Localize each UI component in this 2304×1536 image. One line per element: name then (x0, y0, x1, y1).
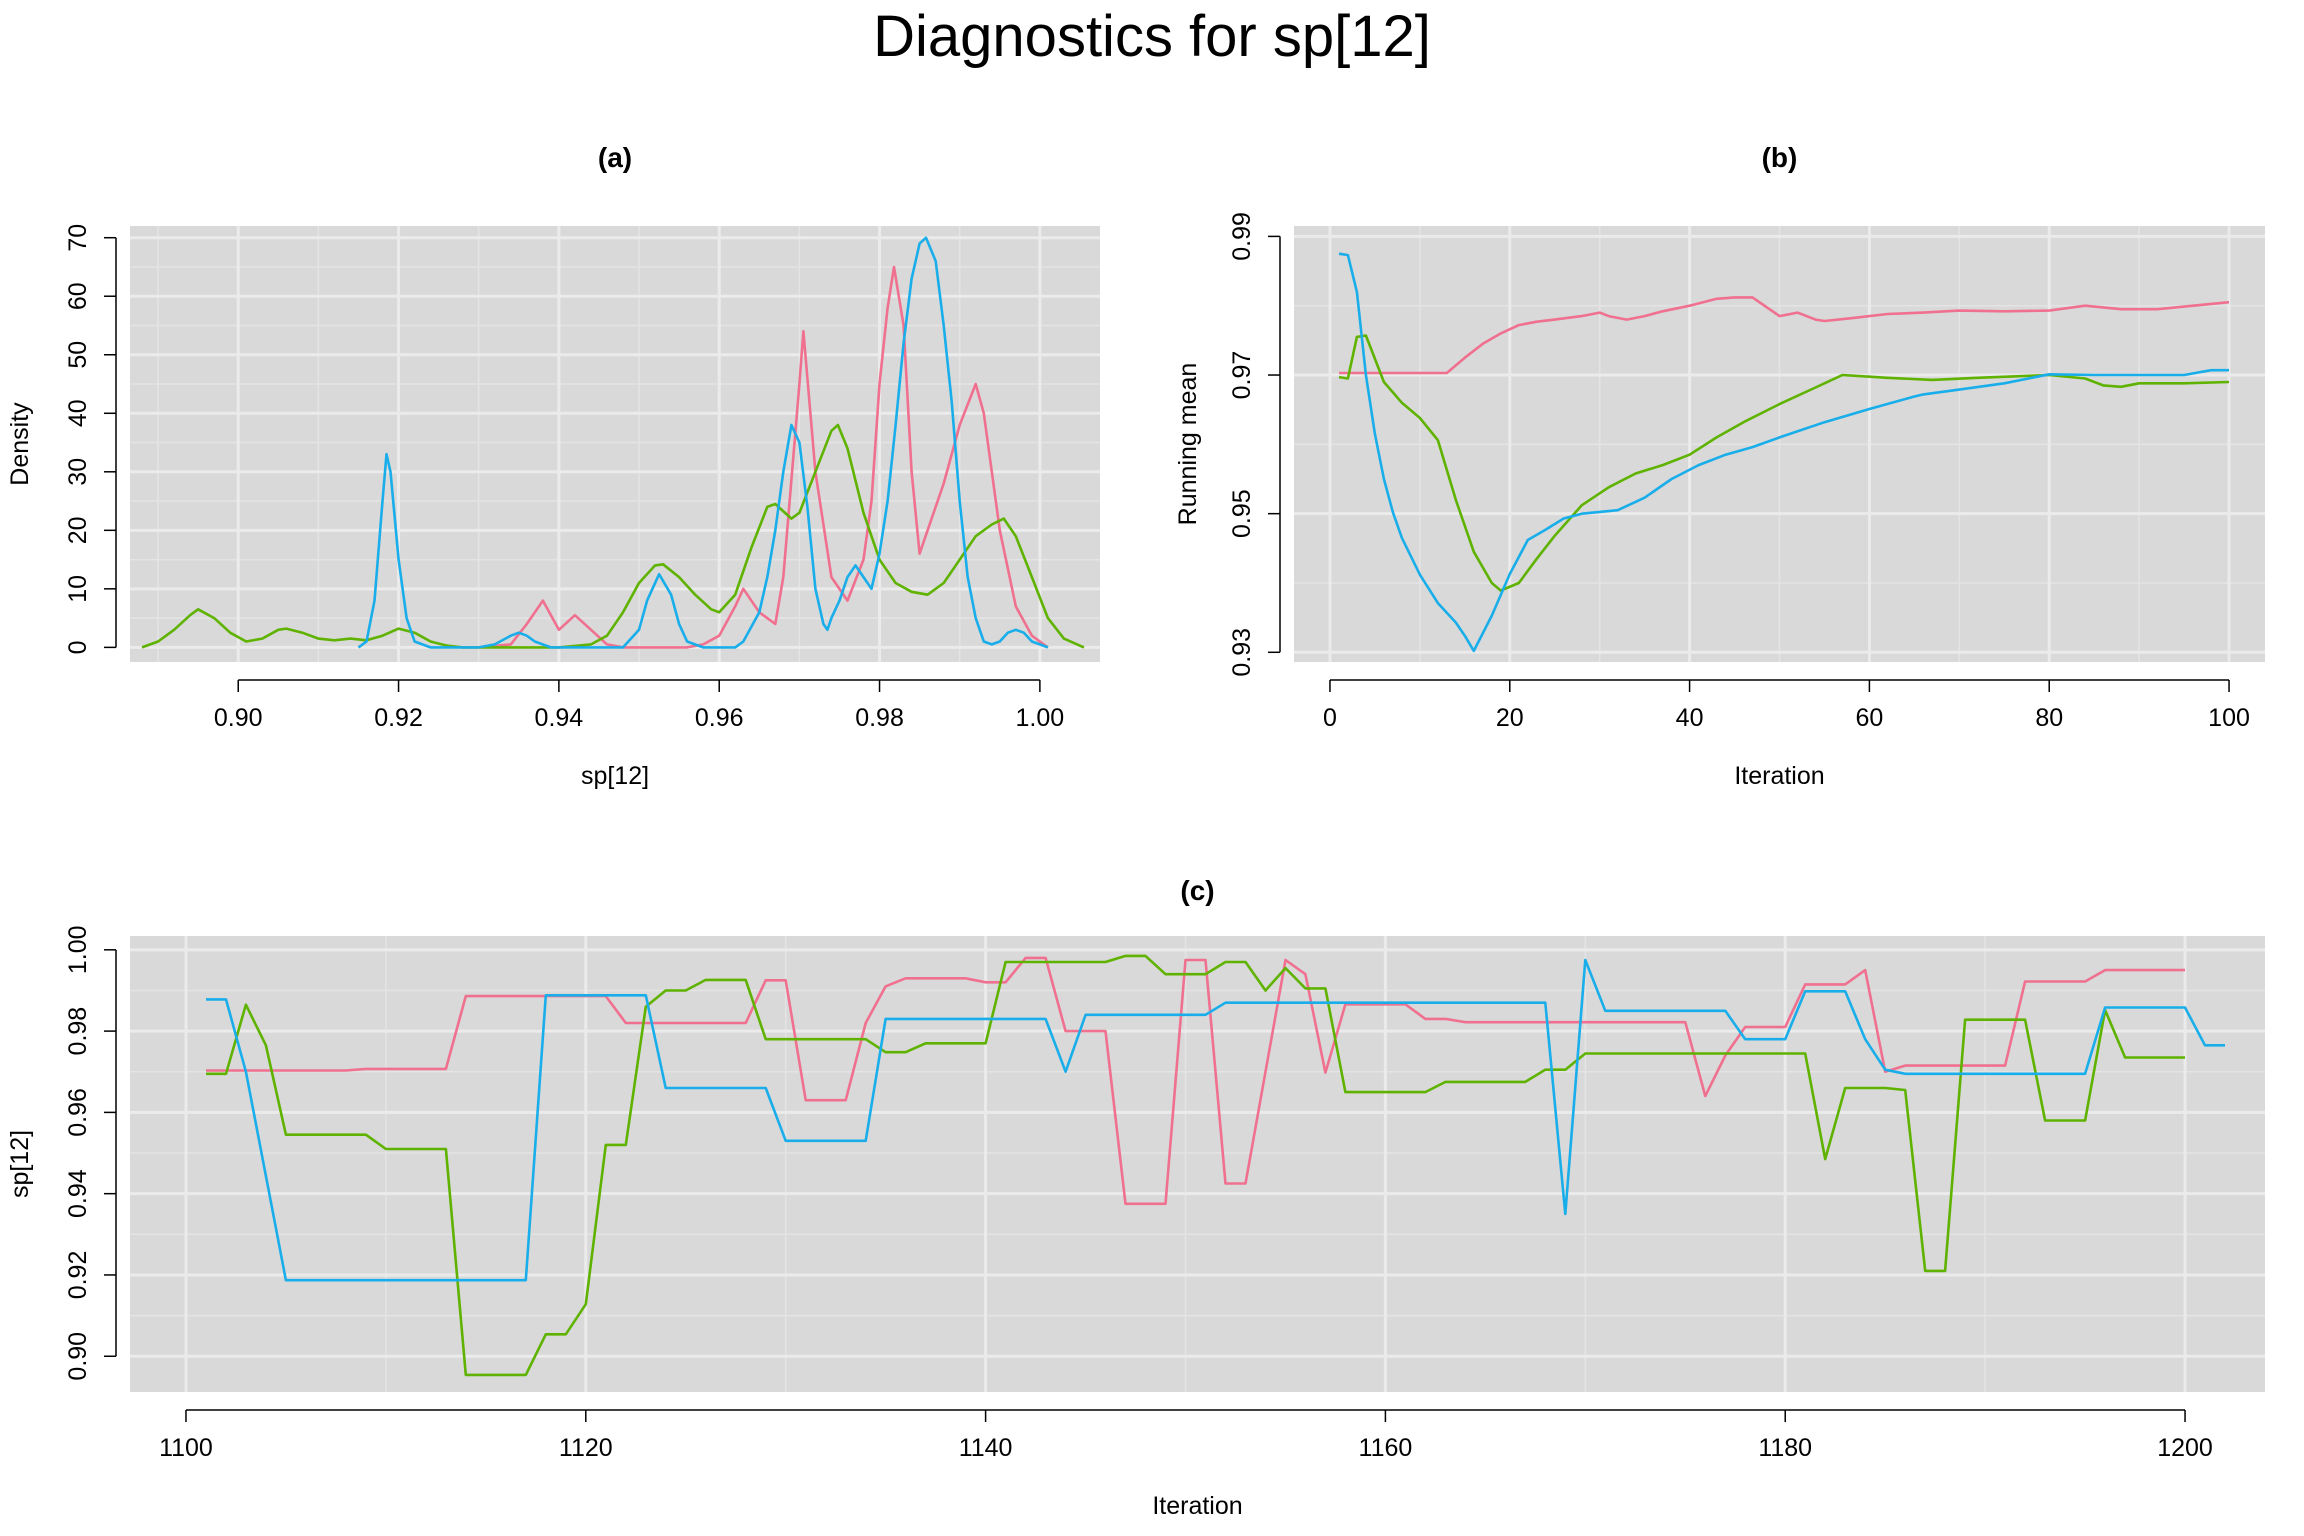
panel-title: (c) (1180, 875, 1214, 906)
series-line-chain-2 (141, 423, 1085, 649)
y-tick-label: 0.93 (1228, 628, 1256, 677)
panel-a: 0.90 0.92 0.94 0.96 0.98 1.00 0 10 20 30 40 50 60 70 (… (6, 142, 1100, 790)
panel-title: (b) (1762, 142, 1798, 173)
x-tick-label: 40 (1676, 704, 1704, 732)
panel-b: 0 20 40 60 80 100 0.93 0.95 0.97 0.99 (b) Iteration… (1174, 142, 2265, 790)
y-tick-label: 0 (64, 640, 92, 654)
panel-title: (a) (598, 142, 632, 173)
x-tick-label: 1160 (1359, 1434, 1413, 1462)
y-tick-label: 0.98 (64, 1007, 92, 1056)
x-tick-label: 0.94 (535, 704, 584, 732)
y-tick-label: 40 (64, 399, 92, 427)
plot-background (130, 936, 2265, 1392)
y-tick-label: 60 (64, 282, 92, 310)
x-tick-label: 0 (1323, 704, 1337, 732)
series-line-chain-1 (1339, 296, 2230, 375)
x-tick-label: 0.98 (855, 704, 904, 732)
y-tick-label: 0.96 (64, 1088, 92, 1137)
x-axis-label: Iteration (1734, 762, 1824, 790)
y-tick-label: 20 (64, 516, 92, 544)
x-tick-label: 100 (2208, 704, 2250, 732)
x-tick-label: 0.90 (214, 704, 263, 732)
x-tick-label: 1.00 (1016, 704, 1065, 732)
figure-title: Diagnostics for sp[12] (873, 4, 1431, 69)
y-axis-label: Running mean (1174, 363, 1202, 526)
x-tick-label: 1120 (559, 1434, 613, 1462)
series-line-chain-1 (206, 956, 2185, 1206)
x-tick-label: 1180 (1758, 1434, 1812, 1462)
y-tick-label: 30 (64, 458, 92, 486)
x-tick-label: 80 (2035, 704, 2063, 732)
series-line-chain-3 (206, 958, 2225, 1282)
y-tick-label: 10 (64, 575, 92, 603)
y-tick-label: 1.00 (64, 925, 92, 974)
x-axis-label: Iteration (1152, 1492, 1242, 1520)
y-tick-label: 0.95 (1228, 489, 1256, 538)
series-group (206, 954, 2225, 1377)
x-tick-label: 20 (1496, 704, 1524, 732)
x-tick-label: 0.96 (695, 704, 744, 732)
y-axis: 0 10 20 30 40 50 60 70 (64, 224, 117, 654)
y-tick-label: 0.97 (1228, 351, 1256, 400)
y-tick-label: 70 (64, 224, 92, 252)
x-tick-label: 0.92 (374, 704, 423, 732)
y-tick-label: 0.92 (64, 1251, 92, 1300)
x-tick-label: 1100 (159, 1434, 213, 1462)
x-axis: 0 20 40 60 80 100 (1323, 679, 2250, 732)
y-tick-label: 0.94 (64, 1169, 92, 1218)
x-axis-label: sp[12] (581, 762, 649, 790)
series-group (1338, 252, 2230, 653)
x-tick-label: 60 (1856, 704, 1884, 732)
y-axis: 0.90 0.92 0.94 0.96 0.98 1.00 (64, 925, 117, 1381)
series-line-chain-2 (206, 954, 2185, 1377)
x-tick-label: 1200 (2157, 1434, 2213, 1462)
x-axis: 0.90 0.92 0.94 0.96 0.98 1.00 (214, 679, 1065, 732)
panel-c: 1100 1120 1140 1160 1180 1200 0.90 0.92 0.94 0.96… (6, 875, 2265, 1520)
grid (130, 226, 1100, 662)
x-axis: 1100 1120 1140 1160 1180 1200 (159, 1409, 2213, 1462)
y-tick-label: 50 (64, 341, 92, 369)
y-axis: 0.93 0.95 0.97 0.99 (1228, 212, 1281, 677)
x-tick-label: 1140 (959, 1434, 1013, 1462)
y-tick-label: 0.90 (64, 1332, 92, 1381)
series-group (141, 236, 1085, 649)
grid (1294, 226, 2265, 662)
series-line-chain-3 (357, 236, 1049, 649)
y-tick-label: 0.99 (1228, 212, 1256, 261)
y-axis-label: sp[12] (6, 1130, 34, 1198)
grid (130, 936, 2265, 1392)
y-axis-label: Density (6, 402, 34, 486)
series-line-chain-3 (1338, 252, 2229, 653)
